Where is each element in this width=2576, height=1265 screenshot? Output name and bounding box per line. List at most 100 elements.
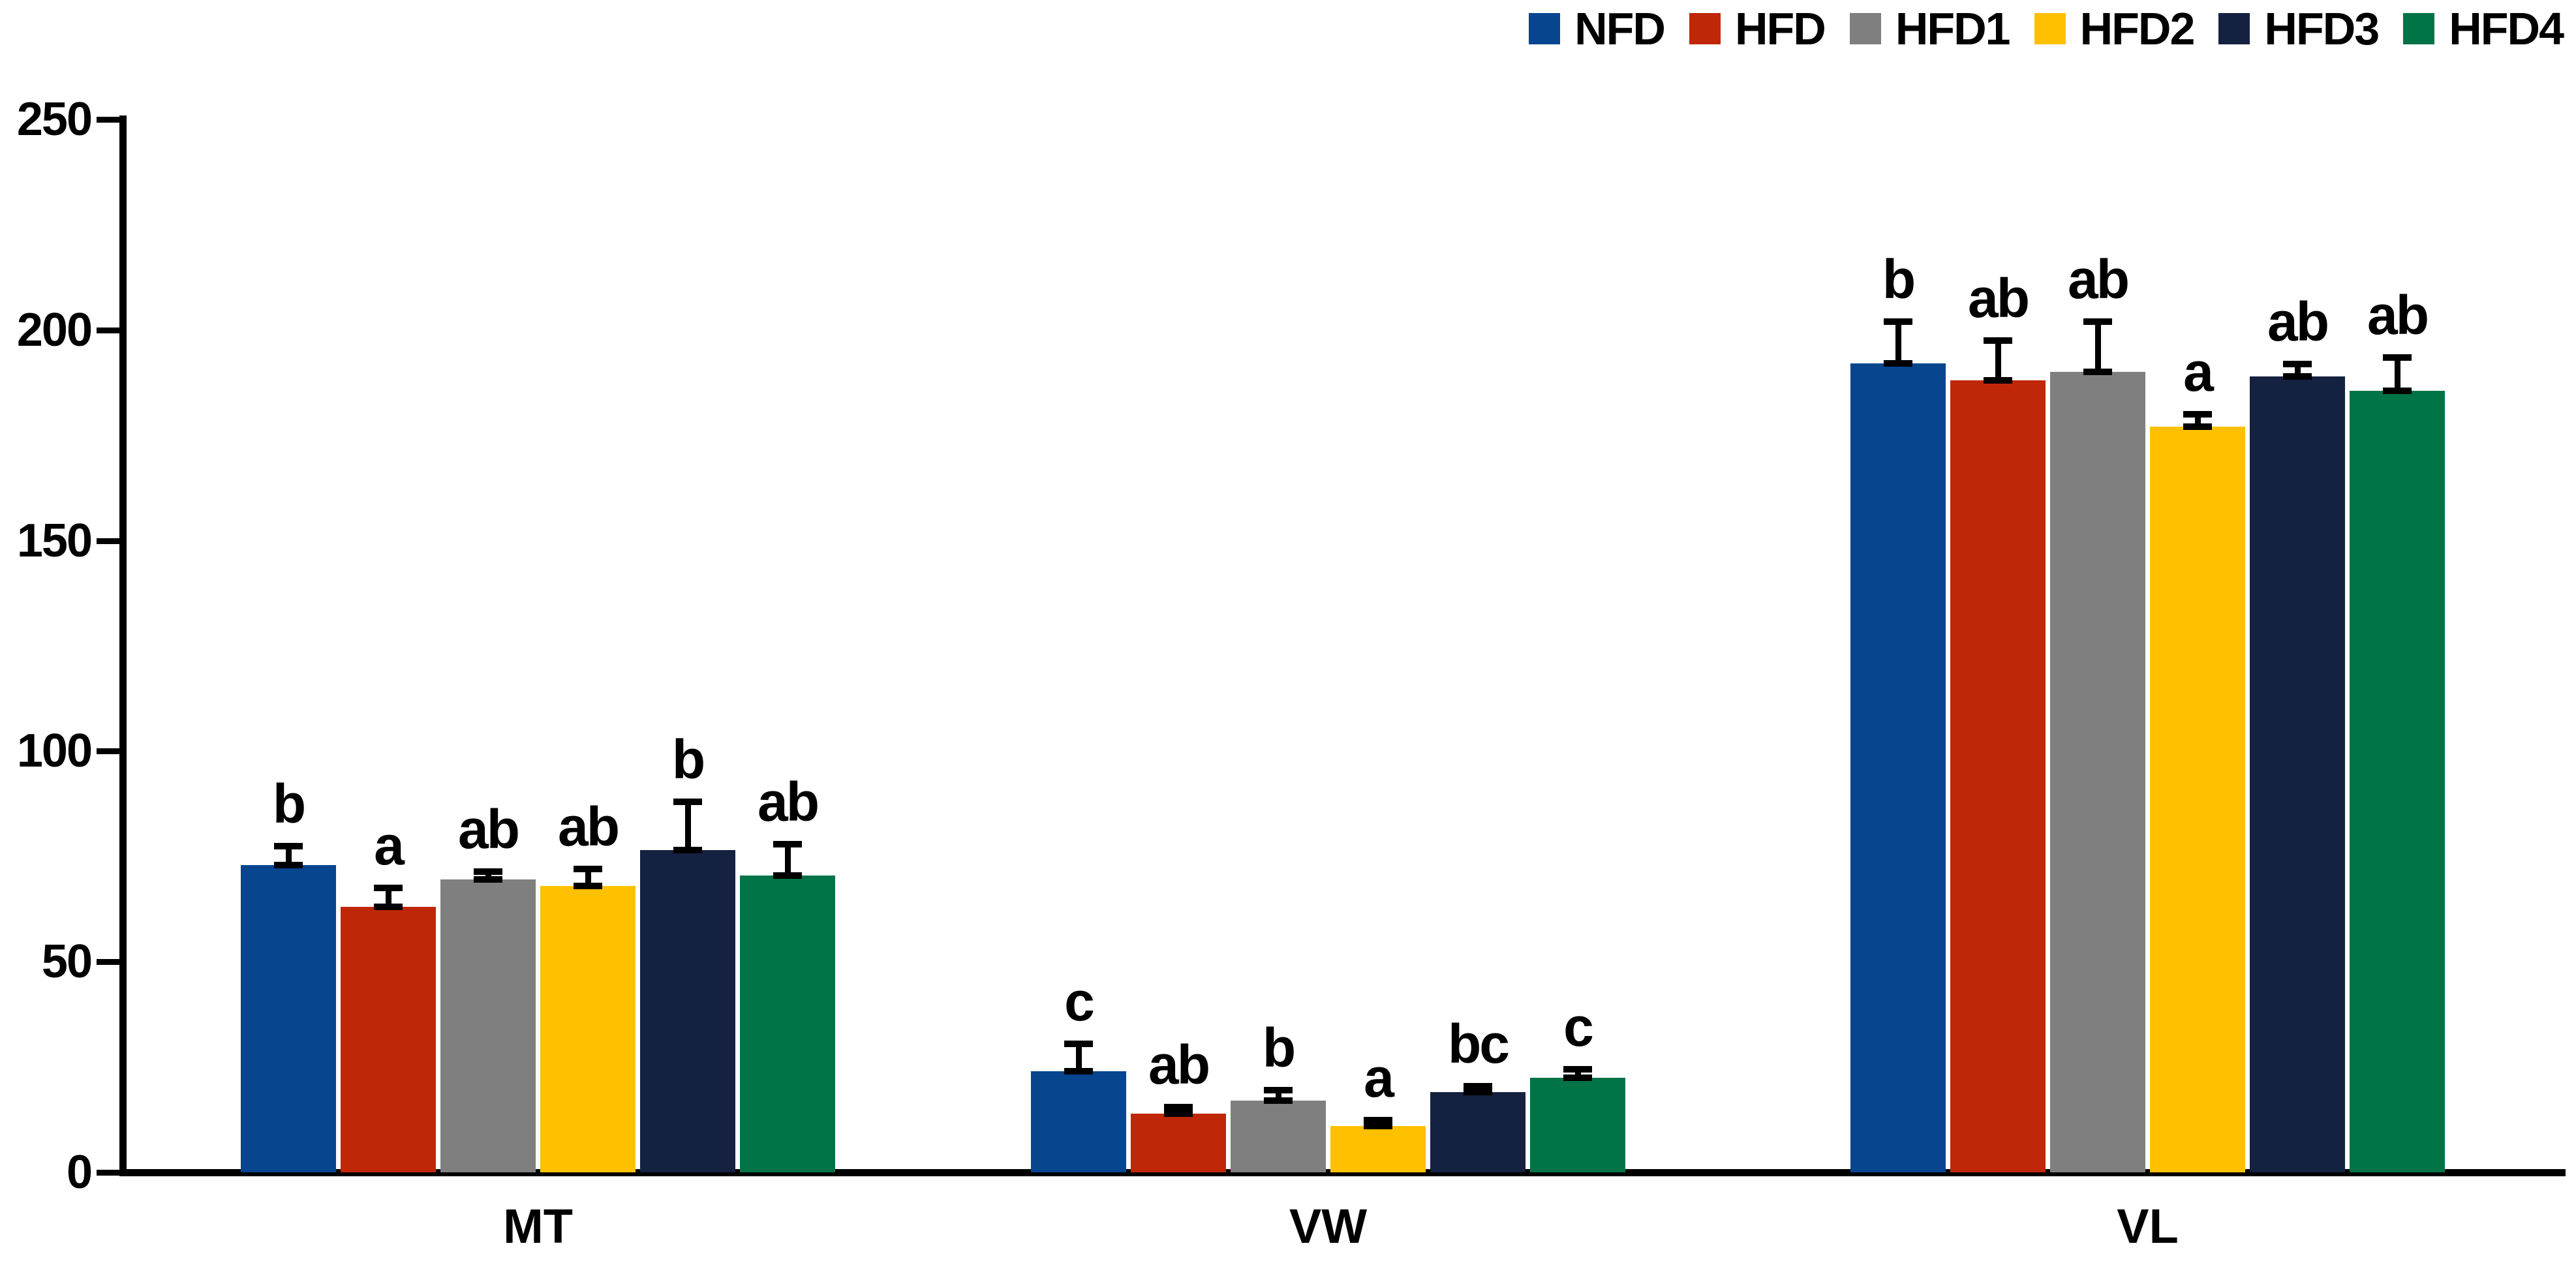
error-bar-cap-bottom xyxy=(2383,388,2412,395)
bar-HFD4-MT xyxy=(740,875,835,1172)
error-bar-cap-top xyxy=(1563,1066,1592,1073)
error-bar-whisker xyxy=(385,890,391,907)
bar-HFD2-MT xyxy=(540,885,636,1172)
error-bar-cap-bottom xyxy=(2283,373,2312,380)
error-bar-cap-bottom xyxy=(1563,1074,1592,1081)
error-bar-cap-bottom xyxy=(274,861,303,868)
bar-HFD1-MT xyxy=(440,879,536,1172)
legend-swatch-HFD3 xyxy=(2218,13,2250,44)
error-bar-cap-top xyxy=(374,885,403,892)
significance-letter: a xyxy=(1364,1046,1394,1108)
legend-item-HFD3: HFD3 xyxy=(2218,3,2380,55)
significance-letter: ab xyxy=(1148,1034,1210,1096)
legend-label: HFD4 xyxy=(2449,3,2564,54)
legend-swatch-HFD xyxy=(1689,13,1721,44)
chart-legend: NFD HFD HFD1 HFD2 HFD3 HFD4 xyxy=(1529,3,2564,55)
error-bar-cap-bottom xyxy=(773,872,802,879)
bar-HFD2-VL xyxy=(2150,427,2245,1172)
bar-HFD4-VW xyxy=(1530,1077,1625,1172)
legend-label: NFD xyxy=(1574,3,1666,54)
error-bar-cap-top xyxy=(574,866,602,873)
y-axis-tick-label: 150 xyxy=(16,514,93,567)
error-bar-cap-top xyxy=(2083,318,2112,326)
error-bar-cap-top xyxy=(1984,337,2012,344)
bar-HFD1-VW xyxy=(1231,1101,1326,1172)
bar-HFD3-VL xyxy=(2250,376,2345,1172)
y-axis-tick-label: 50 xyxy=(41,936,93,988)
error-bar-cap-bottom xyxy=(474,876,502,883)
significance-letter: a xyxy=(2183,341,2214,403)
y-axis-tick xyxy=(97,1170,123,1176)
error-bar-whisker xyxy=(2394,359,2400,391)
error-bar-cap-bottom xyxy=(574,882,602,889)
significance-letter: b xyxy=(1882,249,1916,311)
legend-item-HFD: HFD xyxy=(1689,3,1826,55)
error-bar-cap-top xyxy=(2283,360,2312,367)
significance-letter: a xyxy=(374,815,405,877)
y-axis-tick-label: 250 xyxy=(16,93,93,145)
error-bar-cap-top xyxy=(1464,1082,1492,1090)
y-axis-tick-label: 100 xyxy=(16,725,93,778)
x-axis-category-label: VL xyxy=(2117,1199,2179,1253)
error-bar-cap-bottom xyxy=(1364,1122,1392,1129)
legend-swatch-HFD1 xyxy=(1849,13,1881,44)
y-axis-tick xyxy=(97,117,123,123)
y-axis-tick-label: 200 xyxy=(16,303,93,356)
error-bar-cap-top xyxy=(2383,354,2412,361)
error-bar-whisker xyxy=(585,871,591,886)
error-bar-cap-bottom xyxy=(1884,360,1912,367)
significance-letter: ab xyxy=(2267,290,2329,352)
x-axis-category-label: MT xyxy=(503,1199,573,1253)
significance-letter: b xyxy=(1262,1017,1296,1079)
y-axis-tick xyxy=(97,538,123,544)
error-bar-cap-bottom xyxy=(1464,1089,1492,1096)
bar-HFD2-VW xyxy=(1330,1125,1426,1172)
legend-label: HFD xyxy=(1734,3,1826,54)
error-bar-cap-top xyxy=(1884,318,1912,326)
error-bar-whisker xyxy=(1995,343,2001,381)
bar-NFD-VW xyxy=(1031,1071,1126,1172)
error-bar-cap-bottom xyxy=(1164,1110,1193,1117)
significance-letter: ab xyxy=(2367,284,2429,346)
significance-letter: b xyxy=(272,772,306,834)
error-bar-whisker xyxy=(1895,324,1901,364)
y-axis-tick xyxy=(97,327,123,333)
legend-label: HFD3 xyxy=(2264,3,2380,54)
x-axis-line xyxy=(119,1169,2566,1176)
legend-item-HFD4: HFD4 xyxy=(2403,3,2564,55)
legend-item-HFD2: HFD2 xyxy=(2034,3,2195,55)
bar-HFD1-VL xyxy=(2050,372,2145,1172)
y-axis-line xyxy=(119,115,127,1176)
error-bar-cap-top xyxy=(1264,1087,1293,1094)
significance-letter: ab xyxy=(557,796,620,858)
bar-HFD3-VW xyxy=(1430,1092,1526,1172)
error-bar-cap-bottom xyxy=(2183,423,2212,431)
error-bar-cap-top xyxy=(1064,1041,1093,1048)
legend-swatch-NFD xyxy=(1529,13,1561,44)
error-bar-whisker xyxy=(784,846,791,876)
error-bar-cap-bottom xyxy=(1064,1068,1093,1075)
significance-letter: ab xyxy=(1967,267,2030,329)
error-bar-cap-bottom xyxy=(2083,369,2112,376)
error-bar-cap-bottom xyxy=(673,847,702,854)
error-bar-whisker xyxy=(684,804,691,851)
error-bar-whisker xyxy=(1275,1092,1281,1101)
legend-item-NFD: NFD xyxy=(1529,3,1666,55)
significance-letter: c xyxy=(1563,996,1594,1058)
x-axis-category-label: VW xyxy=(1289,1199,1368,1253)
bar-HFD3-MT xyxy=(640,850,735,1172)
significance-letter: ab xyxy=(757,770,820,832)
error-bar-cap-top xyxy=(474,868,502,875)
bar-HFD4-VL xyxy=(2350,391,2445,1172)
error-bar-cap-top xyxy=(773,840,802,847)
y-axis-tick xyxy=(97,748,123,755)
y-axis-tick-label: 0 xyxy=(66,1146,93,1198)
significance-letter: ab xyxy=(457,798,520,860)
y-axis-tick xyxy=(97,959,123,966)
bar-HFD-VW xyxy=(1131,1113,1226,1172)
error-bar-cap-top xyxy=(1364,1116,1392,1123)
error-bar-cap-top xyxy=(274,842,303,849)
error-bar-cap-bottom xyxy=(374,904,403,911)
error-bar-whisker xyxy=(285,847,292,865)
